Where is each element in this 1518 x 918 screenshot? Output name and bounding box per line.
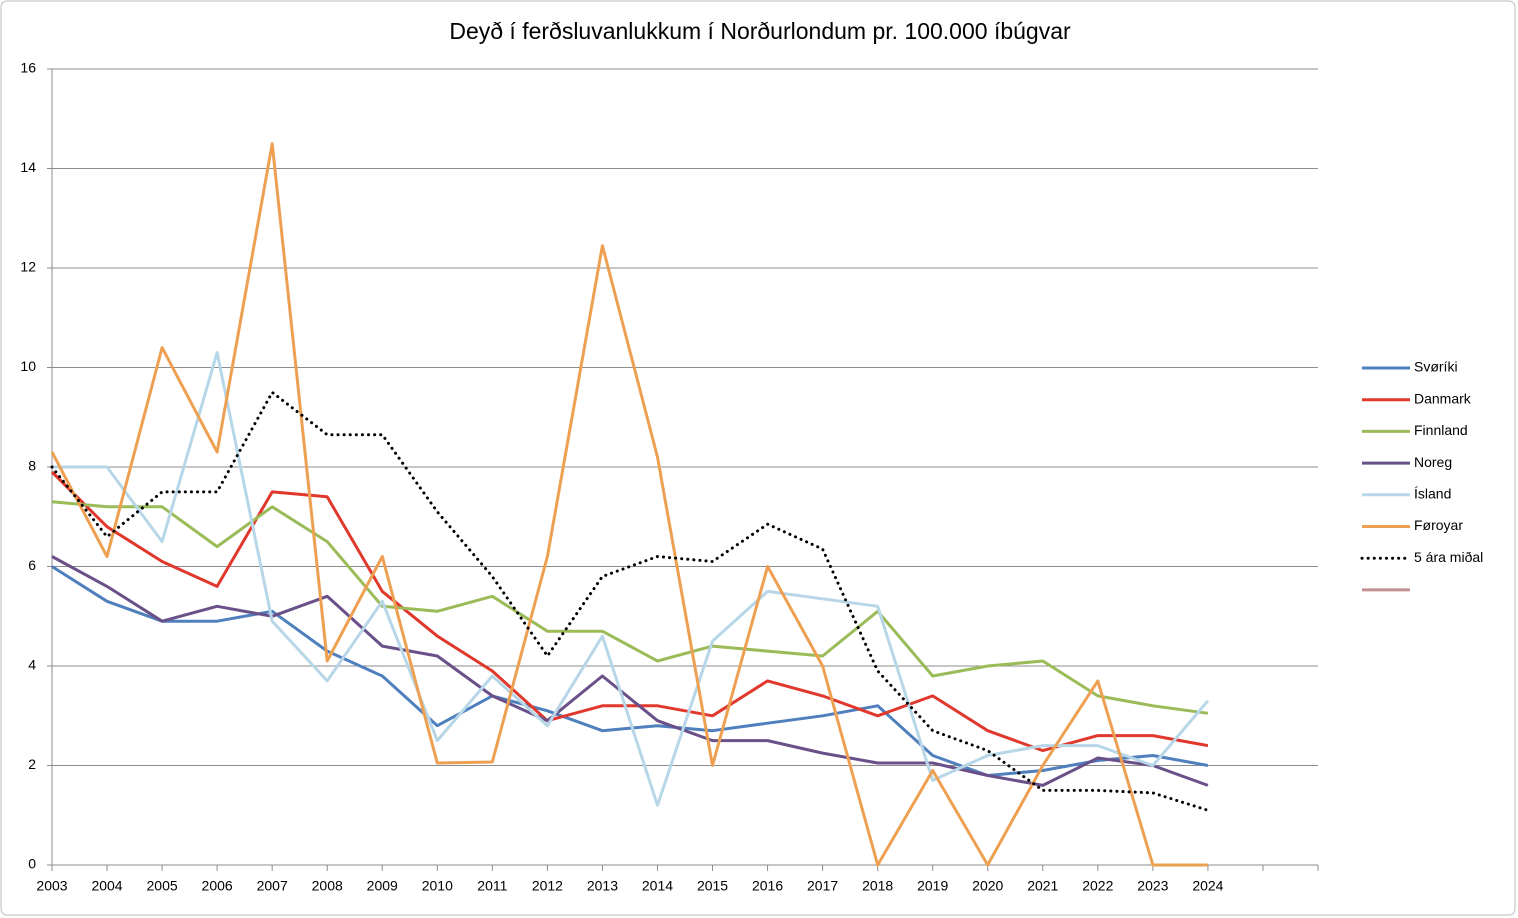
legend-label: Finnland xyxy=(1414,422,1468,438)
x-tick-label: 2020 xyxy=(972,878,1003,894)
series-line xyxy=(51,565,1209,777)
x-tick-label: 2005 xyxy=(147,878,178,894)
x-tick-label: 2008 xyxy=(312,878,343,894)
x-tick-label: 2009 xyxy=(367,878,398,894)
x-tick-label: 2023 xyxy=(1137,878,1168,894)
y-tick-label: 4 xyxy=(28,657,36,673)
series-line xyxy=(50,142,1208,867)
series-line xyxy=(52,351,1210,807)
x-tick-label: 2021 xyxy=(1027,878,1058,894)
x-tick-label: 2004 xyxy=(91,878,122,894)
x-tick-label: 2024 xyxy=(1192,878,1223,894)
series-line xyxy=(51,555,1209,787)
y-tick-label: 0 xyxy=(28,856,36,872)
y-tick-label: 12 xyxy=(20,259,36,275)
x-tick-label: 2011 xyxy=(477,878,507,894)
series-line xyxy=(50,390,1210,812)
x-tick-label: 2012 xyxy=(532,878,563,894)
x-tick-label: 2006 xyxy=(202,878,233,894)
y-tick-label: 14 xyxy=(20,159,36,175)
legend-label: Svøríki xyxy=(1414,359,1458,375)
y-tick-label: 2 xyxy=(28,756,36,772)
x-tick-label: 2018 xyxy=(862,878,893,894)
chart-title: Deyð í ferðsluvanlukkum í Norðurlondum p… xyxy=(449,18,1071,44)
y-tick-label: 10 xyxy=(20,358,36,374)
x-tick-label: 2014 xyxy=(642,878,673,894)
series-line xyxy=(50,470,1209,753)
legend-label: Noreg xyxy=(1414,454,1452,470)
legend-label: 5 ára miðal xyxy=(1414,549,1483,565)
y-tick-label: 8 xyxy=(28,458,36,474)
x-tick-label: 2017 xyxy=(807,878,838,894)
x-tick-label: 2015 xyxy=(697,878,728,894)
legend-label: Føroyar xyxy=(1414,517,1463,533)
x-tick-label: 2022 xyxy=(1082,878,1113,894)
legend-label: Danmark xyxy=(1414,390,1472,406)
x-tick-label: 2003 xyxy=(36,878,67,894)
series-line xyxy=(51,500,1209,715)
legend-label: Ísland xyxy=(1414,486,1451,502)
x-tick-label: 2016 xyxy=(752,878,783,894)
x-tick-label: 2019 xyxy=(917,878,948,894)
y-tick-label: 6 xyxy=(28,557,36,573)
x-tick-label: 2013 xyxy=(587,878,618,894)
y-tick-label: 16 xyxy=(20,60,36,76)
x-tick-label: 2010 xyxy=(422,878,453,894)
x-tick-label: 2007 xyxy=(257,878,288,894)
